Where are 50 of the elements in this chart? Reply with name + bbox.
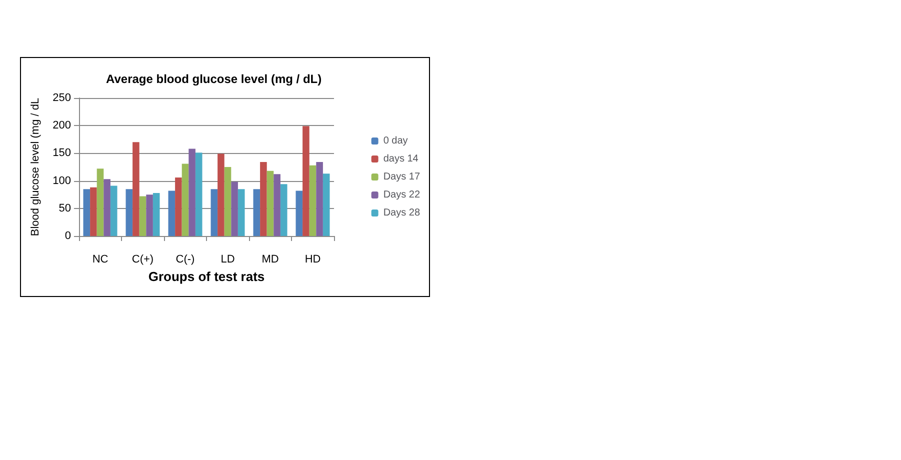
y-tick-label: 200 <box>52 120 71 132</box>
bar <box>96 168 104 236</box>
bar <box>316 162 323 236</box>
bar <box>126 189 133 236</box>
bar <box>182 164 189 236</box>
bar <box>218 154 224 236</box>
bar <box>322 174 330 236</box>
y-tick-label: 50 <box>58 202 71 214</box>
x-tick-label: NC <box>92 254 108 266</box>
x-axis-title: Groups of test rats <box>148 269 265 284</box>
bar <box>139 196 146 236</box>
bar <box>210 189 218 236</box>
bar <box>132 142 140 236</box>
bar <box>280 184 288 236</box>
bar <box>302 126 310 236</box>
y-tick-label: 0 <box>64 230 71 242</box>
bar <box>104 179 110 236</box>
legend-label: Days 17 <box>383 172 420 182</box>
x-tick-label: C(-) <box>176 254 195 266</box>
x-tick-label: LD <box>220 254 235 266</box>
legend-label: days 14 <box>383 154 419 164</box>
bar <box>90 187 97 236</box>
x-tick-label: C(+) <box>132 254 154 266</box>
bar <box>195 152 202 236</box>
bar <box>253 189 260 236</box>
bar <box>110 186 118 236</box>
bar <box>152 192 160 236</box>
bar <box>83 189 90 236</box>
bar <box>175 177 182 236</box>
bar <box>309 165 316 236</box>
bar <box>238 189 245 236</box>
y-tick-label: 100 <box>52 174 71 187</box>
y-axis-title: Blood glucose level (mg / dL <box>30 98 42 236</box>
y-tick-label: 250 <box>52 92 71 104</box>
bar <box>274 174 280 236</box>
bar <box>231 182 238 236</box>
bar <box>296 190 303 236</box>
bar <box>266 170 274 236</box>
legend-label: 0 day <box>383 136 408 146</box>
y-tick-label: 150 <box>52 147 71 160</box>
bar <box>224 167 232 236</box>
x-tick-label: MD <box>262 254 279 266</box>
bar <box>188 148 196 236</box>
legend-label: Days 22 <box>383 190 420 200</box>
legend-label: Days 28 <box>383 208 420 218</box>
bar <box>260 162 267 236</box>
chart-title: Average blood glucose level (mg / dL) <box>106 72 322 86</box>
bar <box>168 190 176 236</box>
x-tick-label: HD <box>304 254 321 266</box>
bar <box>146 194 153 236</box>
